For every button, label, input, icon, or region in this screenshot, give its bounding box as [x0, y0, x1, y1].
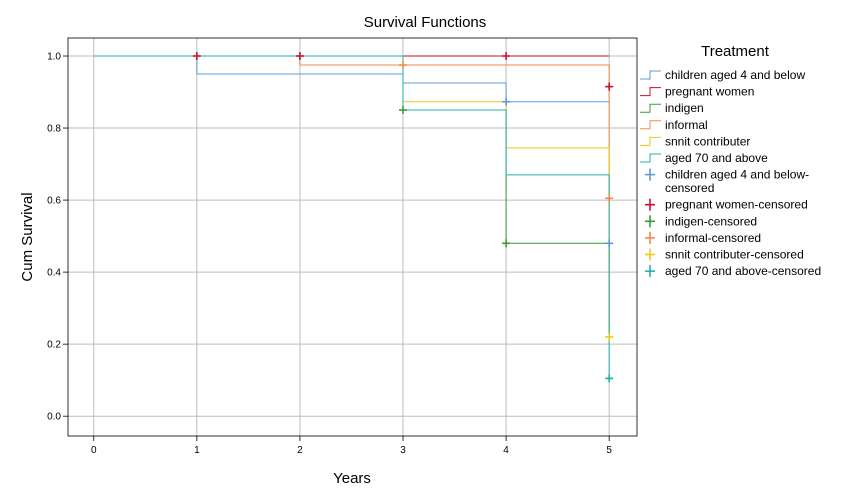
censor-mark [295, 52, 304, 61]
legend-label: aged 70 and above-censored [665, 264, 821, 278]
legend-line-icon [640, 87, 661, 97]
legend-item: indigen-censored [645, 214, 757, 228]
censor-mark [192, 52, 201, 61]
y-tick-label: 0.4 [47, 268, 61, 279]
x-tick-label: 0 [91, 445, 97, 456]
legend-item: snnit contributer [640, 134, 750, 148]
censor-mark [399, 61, 408, 70]
legend-censor-icon [645, 198, 655, 211]
legend-label: censored [665, 181, 714, 195]
legend-line-icon [640, 136, 661, 146]
legend-item: indigen [640, 101, 704, 115]
y-tick-label: 0.0 [47, 412, 61, 423]
censor-mark [605, 374, 614, 383]
legend-label: informal-censored [665, 231, 761, 245]
legend-label: children aged 4 and below- [665, 168, 809, 182]
legend-label: informal [665, 118, 708, 132]
legend: children aged 4 and below pregnant women i… [640, 68, 821, 278]
legend-item: informal [640, 118, 708, 132]
legend-item: pregnant women-censored [645, 198, 808, 212]
legend-line-icon [640, 120, 661, 130]
legend-label: pregnant women-censored [665, 198, 808, 212]
legend-line-icon [640, 103, 661, 113]
x-tick-label: 5 [606, 445, 612, 456]
x-axis-title: Years [333, 470, 371, 487]
legend-line-icon [640, 153, 661, 163]
legend-censor-icon [645, 231, 655, 244]
legend-label: indigen-censored [665, 214, 757, 228]
legend-label: snnit contributer [665, 134, 750, 148]
legend-item: aged 70 and above [640, 151, 768, 165]
x-tick-label: 2 [297, 445, 303, 456]
series-line-5 [93, 55, 610, 379]
legend-item: children aged 4 and below-censored [645, 168, 809, 195]
series-line-2 [93, 55, 610, 337]
censor-mark [605, 332, 614, 341]
y-axis-title: Cum Survival [19, 192, 36, 281]
x-tick-label: 3 [400, 445, 406, 456]
censor-marks [192, 52, 614, 383]
censor-mark [502, 97, 511, 106]
legend-item: informal-censored [645, 231, 761, 245]
legend-item: snnit contributer-censored [645, 248, 804, 262]
x-tick-label: 4 [503, 445, 509, 456]
x-tick-label: 1 [194, 445, 200, 456]
grid-lines [68, 38, 637, 436]
censor-mark [605, 239, 614, 248]
legend-censor-icon [645, 168, 655, 181]
legend-label: aged 70 and above [665, 151, 768, 165]
legend-item: children aged 4 and below [640, 68, 805, 82]
legend-label: pregnant women [665, 85, 754, 99]
legend-item: aged 70 and above-censored [645, 264, 821, 278]
chart-title: Survival Functions [364, 14, 487, 31]
series-line-4 [93, 55, 610, 337]
legend-censor-icon [645, 265, 655, 278]
censor-mark [502, 239, 511, 248]
legend-label: snnit contributer-censored [665, 248, 804, 262]
censor-mark [605, 194, 614, 203]
legend-label: indigen [665, 101, 704, 115]
y-tick-label: 0.8 [47, 124, 61, 135]
censor-mark [502, 52, 511, 61]
legend-item: pregnant women [640, 85, 754, 99]
legend-line-icon [640, 70, 661, 80]
legend-label: children aged 4 and below [665, 68, 805, 82]
legend-censor-icon [645, 215, 655, 228]
legend-censor-icon [645, 248, 655, 261]
y-tick-label: 0.6 [47, 196, 61, 207]
y-tick-label: 0.2 [47, 340, 61, 351]
y-tick-label: 1.0 [47, 52, 61, 63]
axis-ticks: 0 1 2 3 4 5 0.0 0.2 0.4 0.6 0.8 1.0 [47, 52, 612, 456]
legend-title: Treatment [701, 43, 770, 60]
censor-mark [605, 82, 614, 91]
series-group [93, 55, 610, 379]
censor-mark [399, 106, 408, 115]
plot-frame [67, 37, 638, 437]
series-line-0 [93, 55, 610, 103]
